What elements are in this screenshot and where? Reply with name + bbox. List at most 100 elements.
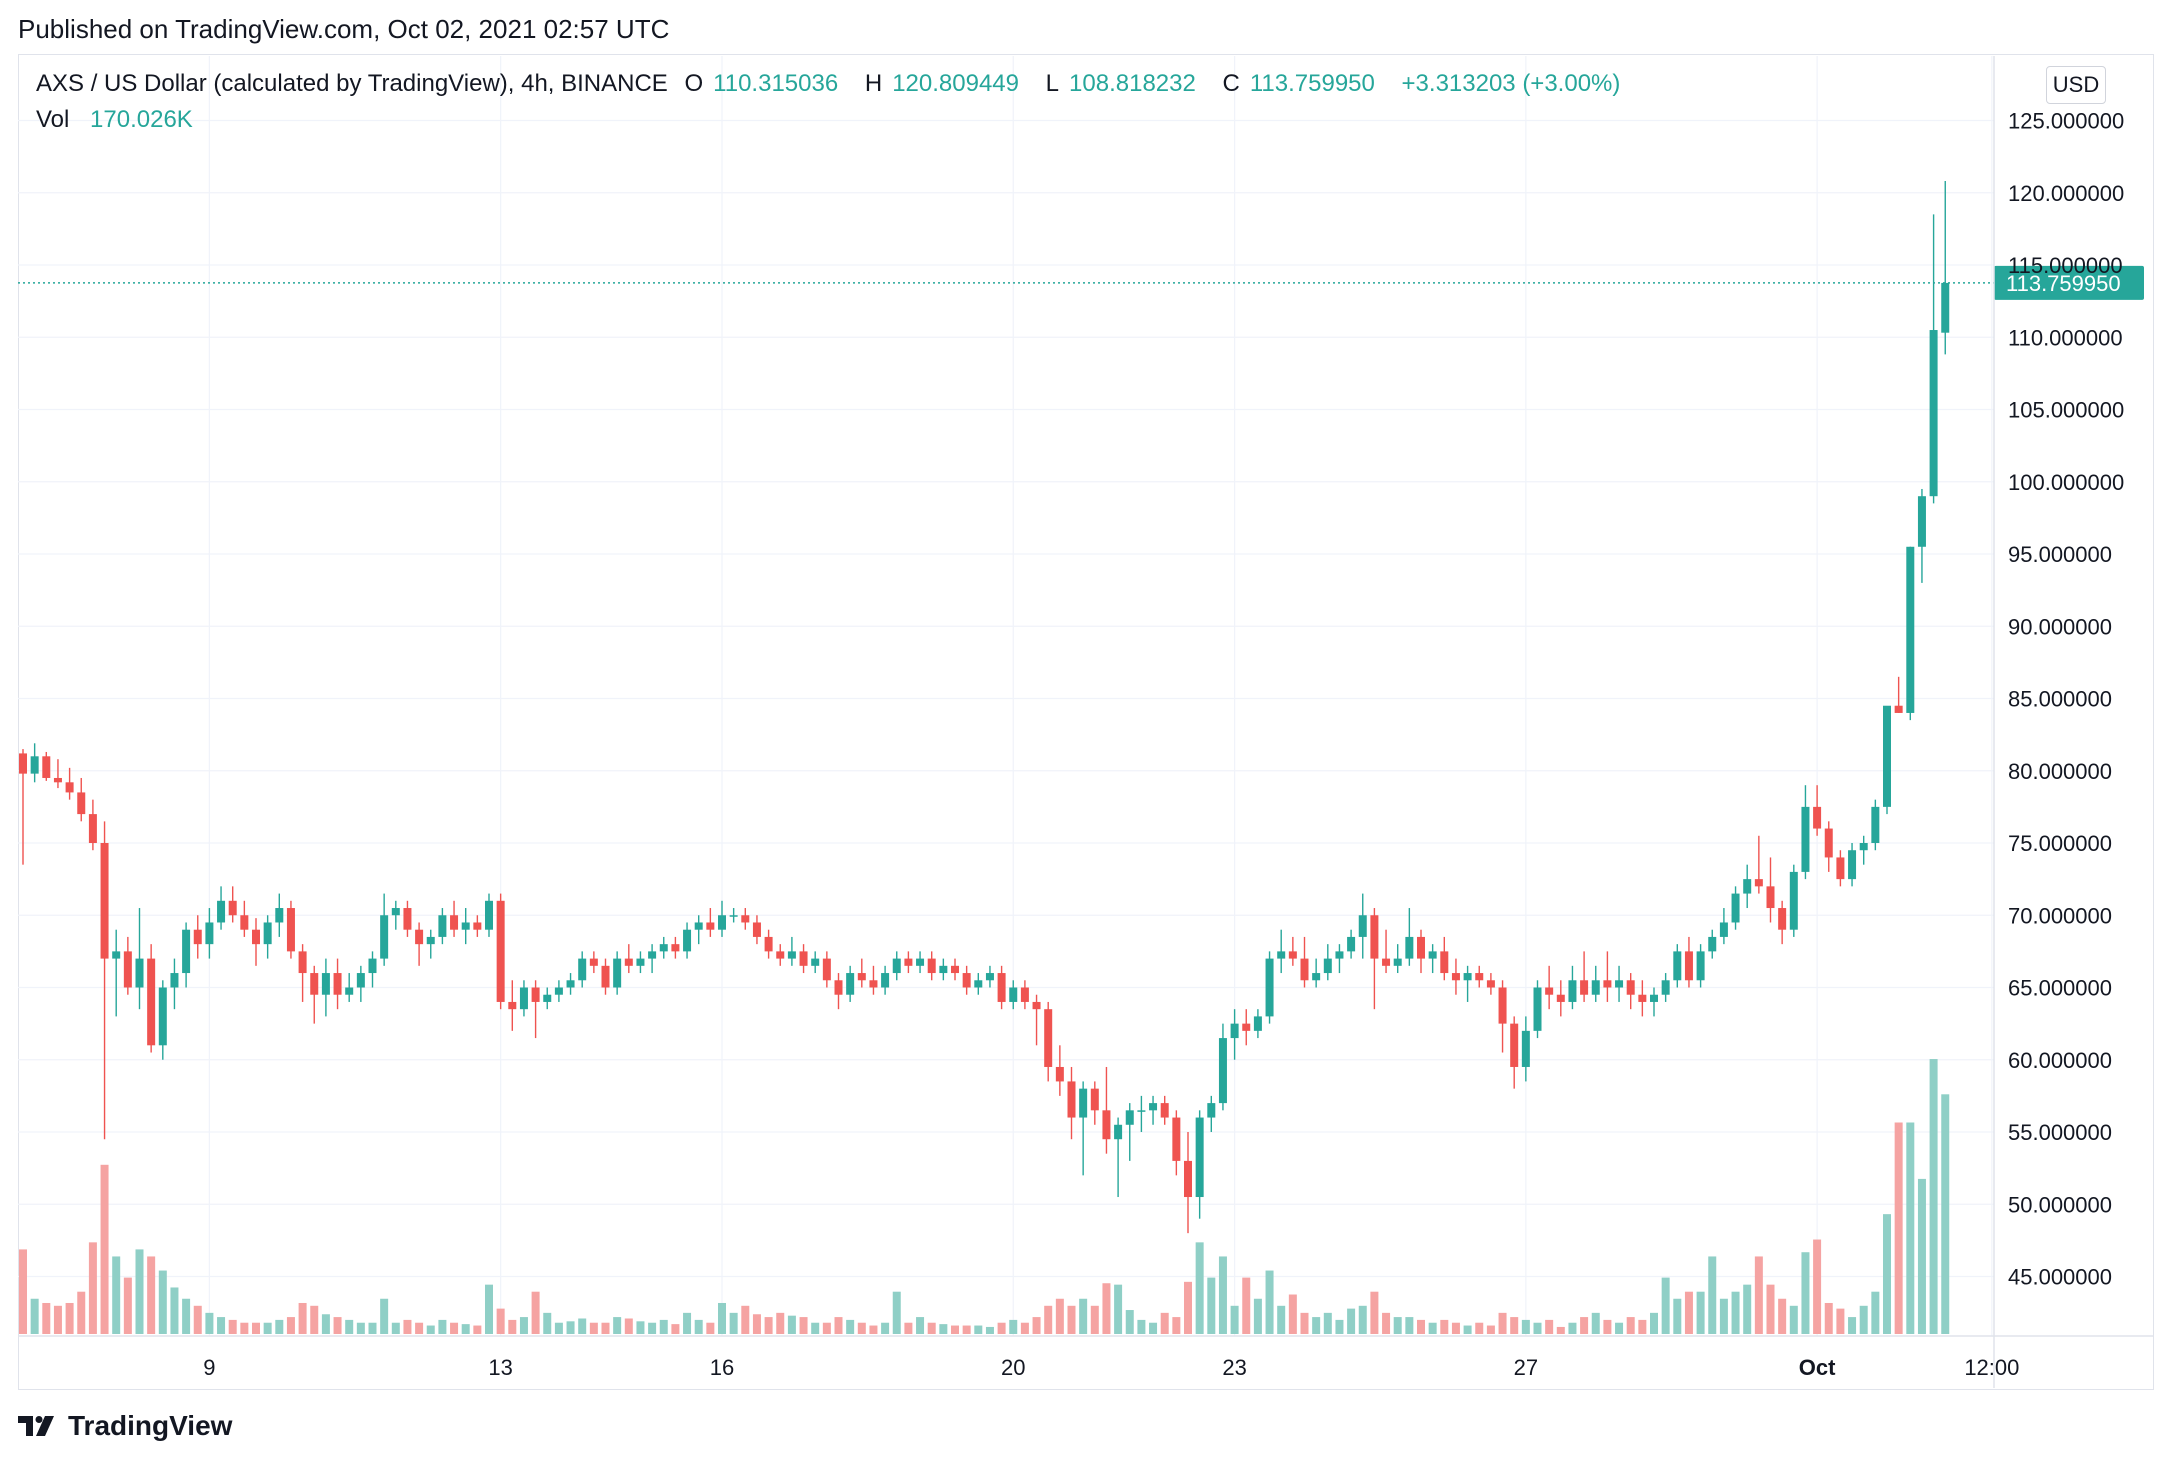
candle-body: [1731, 893, 1740, 923]
low-label: L: [1045, 70, 1060, 97]
candle-body: [985, 973, 994, 981]
volume-bar: [1661, 1277, 1670, 1334]
candle-body: [1207, 1103, 1216, 1118]
volume-bar: [1079, 1298, 1088, 1334]
volume-bar: [1149, 1322, 1158, 1334]
volume-bar: [170, 1287, 179, 1334]
candle-body: [1871, 806, 1880, 843]
candle-body: [380, 915, 389, 959]
volume-bar: [706, 1322, 715, 1334]
volume-bar: [1393, 1317, 1402, 1334]
candle-body: [951, 965, 959, 974]
candle-body: [1090, 1088, 1099, 1111]
candle-body: [1883, 705, 1891, 807]
candle-body: [426, 936, 435, 945]
candle-body: [1347, 936, 1356, 952]
candle-body: [694, 922, 703, 930]
chart-frame[interactable]: [18, 54, 2154, 1390]
volume-bar: [1207, 1277, 1216, 1334]
candle-body: [1218, 1038, 1227, 1104]
brand-name: TradingView: [68, 1410, 233, 1441]
time-tick-label: 16: [710, 1355, 734, 1380]
volume-bar: [659, 1319, 668, 1334]
volume-bar: [881, 1322, 890, 1334]
volume-bar: [846, 1319, 855, 1334]
candle-body: [1253, 1016, 1262, 1031]
volume-bar: [1137, 1319, 1146, 1334]
candle-body: [88, 814, 97, 843]
volume-bar: [1009, 1319, 1018, 1334]
candle-body: [1929, 330, 1938, 497]
candle-body: [1533, 987, 1542, 1031]
price-tick-label: 80.000000: [2008, 759, 2112, 784]
volume-bar: [939, 1324, 948, 1334]
volume-bar: [461, 1324, 470, 1334]
candle-body: [252, 929, 260, 945]
candle-body: [461, 922, 470, 930]
volume-bar: [263, 1322, 272, 1334]
candle-body: [275, 908, 284, 923]
candle-body: [403, 908, 412, 930]
candle-body: [1405, 936, 1414, 959]
candle-body: [1288, 951, 1297, 959]
candle-body: [927, 958, 936, 974]
candle-body: [450, 915, 459, 930]
volume-bar: [1277, 1305, 1286, 1334]
candle-body: [869, 980, 878, 988]
volume-bar: [1218, 1256, 1227, 1334]
price-tick-label: 85.000000: [2008, 687, 2112, 712]
volume-bar: [1626, 1317, 1635, 1334]
candle-body: [1638, 994, 1647, 1002]
candle-body: [648, 951, 657, 959]
volume-bar: [240, 1322, 249, 1334]
candle-body: [1463, 973, 1472, 981]
candle-body: [345, 987, 354, 995]
price-tick-label: 60.000000: [2008, 1048, 2112, 1073]
candle-body: [706, 922, 715, 930]
volume-bar: [694, 1319, 703, 1334]
time-tick-label: 23: [1222, 1355, 1246, 1380]
volume-bar: [1941, 1094, 1950, 1334]
volume-bar: [811, 1322, 820, 1334]
volume-bar: [857, 1322, 866, 1334]
candle-body: [566, 980, 575, 988]
candle-body: [19, 753, 27, 774]
volume-bar: [1545, 1319, 1554, 1334]
candle-body: [1044, 1009, 1053, 1067]
currency-button[interactable]: USD: [2046, 66, 2106, 104]
candle-body: [962, 973, 971, 988]
symbol-description[interactable]: AXS / US Dollar (calculated by TradingVi…: [36, 70, 668, 97]
volume-bar: [217, 1317, 226, 1334]
price-tick-label: 115.000000: [2008, 253, 2123, 278]
candle-body: [1836, 857, 1845, 880]
candle-body: [904, 958, 913, 966]
candle-body: [799, 951, 808, 966]
candle-body: [1813, 806, 1822, 829]
footer-brand[interactable]: TradingView: [18, 1410, 232, 1442]
candle-body: [1801, 806, 1810, 872]
last-price-label: 113.759950: [2006, 271, 2121, 296]
volume-bar: [1754, 1256, 1763, 1334]
price-tick-label: 125.000000: [2008, 109, 2124, 134]
candle-body: [1754, 879, 1763, 887]
candle-body: [1696, 951, 1705, 981]
candle-body: [1172, 1117, 1181, 1161]
volume-bar: [1347, 1308, 1356, 1334]
volume-label[interactable]: Vol: [36, 106, 70, 133]
volume-bar: [648, 1322, 657, 1334]
candle-body: [182, 929, 191, 974]
volume-bar: [718, 1302, 726, 1334]
candle-body: [1906, 546, 1915, 713]
volume-bar: [403, 1319, 412, 1334]
volume-bars: [19, 1059, 1950, 1334]
candle-body: [1510, 1023, 1519, 1067]
candle-body: [217, 900, 226, 923]
candle-body: [578, 958, 587, 981]
volume-bar: [951, 1325, 959, 1334]
volume-bar: [1417, 1319, 1425, 1334]
candle-body: [1475, 973, 1484, 981]
candle-body: [1591, 980, 1600, 995]
time-tick-label: Oct: [1799, 1355, 1836, 1380]
price-tick-label: 90.000000: [2008, 614, 2112, 639]
